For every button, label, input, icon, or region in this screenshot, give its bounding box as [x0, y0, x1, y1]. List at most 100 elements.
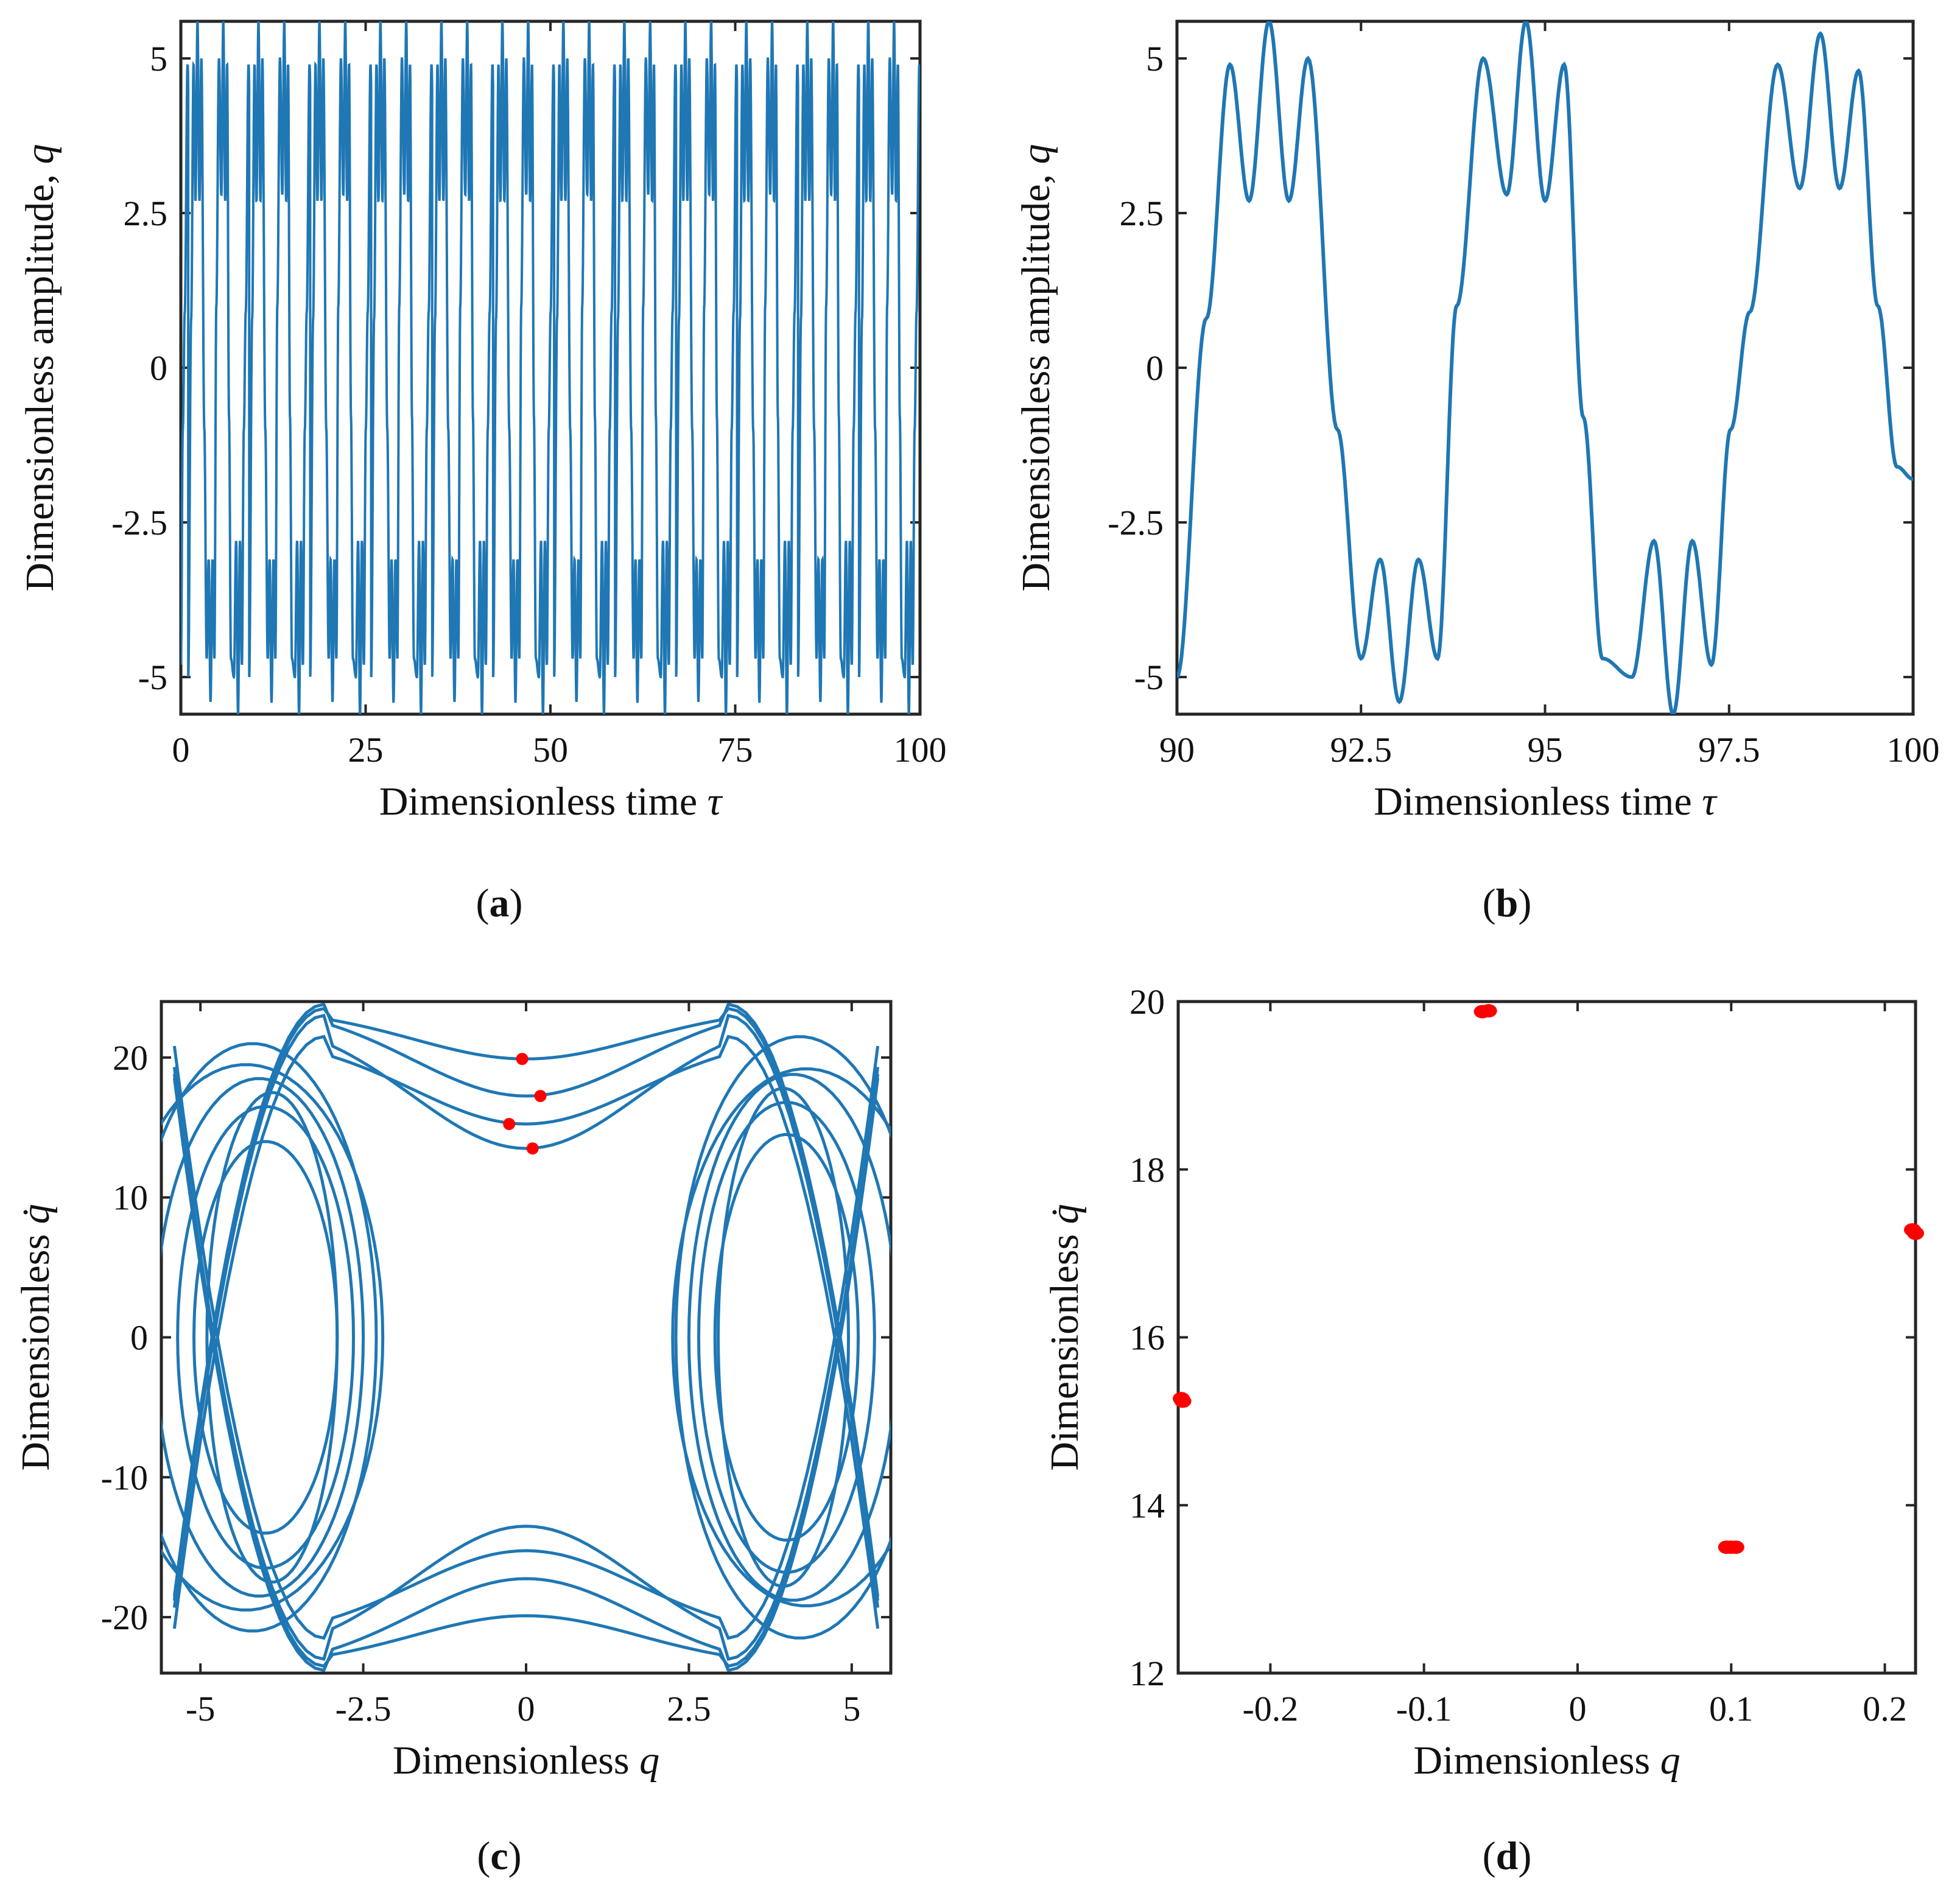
- y-tick-label: -5: [1134, 658, 1164, 697]
- x-tick-label: 100: [1887, 730, 1940, 770]
- y-axis-label-text: Dimensionless: [13, 1234, 58, 1471]
- y-axis-label-text: Dimensionless: [1042, 1234, 1087, 1471]
- panel-a: 0 25 50 75 100 -5 -2.5 0 2.5 5 Dimensionless time …: [18, 19, 947, 925]
- y-tick-label: 14: [1129, 1486, 1165, 1525]
- trajectory-loop: [671, 1067, 891, 1607]
- x-axis-label: Dimensionless time τ: [1374, 779, 1718, 824]
- panel-letter: a: [490, 881, 510, 925]
- panel-d: -0.2 -0.1 0 0.1 0.2 12 14 16 18 20 Dimensionless q…: [1042, 982, 1924, 1878]
- trajectory-arc: [172, 1002, 880, 1597]
- y-tick-label: 0: [1146, 348, 1164, 388]
- x-tick-label: 5: [843, 1689, 860, 1729]
- series-line: [1177, 21, 1913, 714]
- x-tick-label: 90: [1159, 730, 1195, 770]
- y-axis-label-text: Dimensionless amplitude,: [1014, 174, 1058, 592]
- x-axis-label-text: Dimensionless: [393, 1738, 630, 1783]
- x-tick-label: -0.2: [1242, 1689, 1298, 1729]
- poincare-point: [1907, 1226, 1924, 1240]
- trajectory-arc: [172, 1073, 880, 1668]
- trajectory-arc: [172, 1045, 880, 1640]
- y-tick-label: 20: [113, 1038, 148, 1078]
- panel-label: (c): [477, 1834, 521, 1878]
- y-tick-label: 2.5: [1120, 194, 1164, 233]
- panel-letter: d: [1496, 1834, 1519, 1878]
- trajectory-arc: [172, 1078, 880, 1673]
- x-tick-label: -2.5: [335, 1689, 392, 1729]
- trajectory-loop: [697, 1101, 876, 1574]
- x-tick-label: 25: [348, 730, 384, 770]
- x-axis-label-symbol: τ: [1702, 779, 1718, 824]
- x-tick-label: 0: [518, 1689, 535, 1729]
- poincare-point: [534, 1090, 547, 1103]
- y-tick-label: -20: [101, 1598, 148, 1637]
- plot-frame: [1176, 1000, 1917, 1675]
- x-axis-label-text: Dimensionless: [1413, 1738, 1650, 1783]
- x-tick-label: 0.2: [1863, 1689, 1907, 1729]
- y-tick-label: 10: [113, 1178, 148, 1218]
- y-tick-label: 18: [1129, 1150, 1165, 1190]
- x-tick-label: 0.1: [1709, 1689, 1754, 1729]
- y-axis-label: Dimensionless q̇: [1042, 1204, 1087, 1470]
- x-axis-label-symbol: q: [639, 1738, 659, 1783]
- poincare-point: [1174, 1394, 1192, 1408]
- x-axis-label: Dimensionless q: [393, 1738, 659, 1783]
- x-tick-label: 0: [172, 730, 190, 770]
- panel-letter: c: [490, 1834, 508, 1878]
- y-axis-label: Dimensionless amplitude, q: [1014, 144, 1058, 591]
- y-axis-label-symbol: q̇: [1042, 1204, 1087, 1224]
- series-line: [181, 21, 920, 714]
- trajectory-loop: [674, 1035, 891, 1640]
- y-tick-label: 16: [1129, 1318, 1165, 1358]
- trajectory-loop: [205, 1091, 339, 1584]
- x-tick-label: -5: [186, 1689, 215, 1729]
- y-tick-label: 5: [1146, 39, 1164, 79]
- y-tick-label: 0: [130, 1318, 148, 1358]
- x-axis-label-symbol: q: [1660, 1738, 1681, 1783]
- trajectory-arc: [172, 1013, 880, 1608]
- y-axis-label: Dimensionless q̇: [13, 1204, 58, 1470]
- y-tick-label: 20: [1129, 982, 1165, 1022]
- trajectory-loop: [192, 1140, 339, 1535]
- x-axis-label-symbol: τ: [708, 779, 723, 824]
- y-axis-label-symbol: q̇: [13, 1204, 58, 1224]
- poincare-point: [516, 1053, 529, 1065]
- y-tick-label: 0: [150, 348, 167, 388]
- x-tick-label: 75: [718, 730, 753, 770]
- x-axis-label-text: Dimensionless time: [1374, 779, 1691, 824]
- x-tick-label: 0: [1568, 1689, 1586, 1729]
- y-tick-label: 2.5: [124, 194, 168, 233]
- y-tick-label: -2.5: [1108, 503, 1164, 542]
- trajectory-loop: [176, 1105, 356, 1570]
- x-tick-label: 2.5: [667, 1689, 711, 1729]
- x-axis-label: Dimensionless q: [1413, 1738, 1680, 1783]
- poincare-point: [526, 1142, 539, 1155]
- trajectory-loop: [161, 1042, 378, 1633]
- panel-label: (a): [476, 881, 523, 925]
- poincare-point: [503, 1118, 516, 1131]
- trajectory-loop: [713, 1133, 860, 1542]
- y-tick-label: 5: [150, 39, 167, 79]
- trajectory-loop: [687, 1073, 891, 1602]
- y-tick-label: -5: [138, 658, 167, 697]
- trajectory-arc: [172, 1034, 880, 1629]
- x-tick-label: 100: [894, 730, 947, 770]
- trajectory-loop: [161, 1077, 365, 1598]
- poincare-point: [1727, 1540, 1744, 1554]
- plot-frame: [1175, 19, 1915, 716]
- panel-b: 90 92.5 95 97.5 100 -5 -2.5 0 2.5 5 Dimensionless …: [1014, 19, 1940, 925]
- panel-label: (d): [1483, 1834, 1532, 1878]
- y-axis-label-text: Dimensionless amplitude,: [18, 174, 62, 592]
- panel-label: (b): [1483, 881, 1532, 925]
- x-tick-label: 97.5: [1698, 730, 1760, 770]
- x-tick-label: 92.5: [1330, 730, 1393, 770]
- trajectory-arc: [172, 1067, 880, 1662]
- x-tick-label: 95: [1528, 730, 1563, 770]
- trajectory-loop: [716, 1087, 851, 1588]
- y-axis-label-symbol: q: [1014, 144, 1058, 164]
- x-tick-label: 50: [533, 730, 568, 770]
- x-axis-label-text: Dimensionless time: [379, 779, 697, 824]
- trajectory-loop: [161, 1063, 385, 1612]
- y-axis-label: Dimensionless amplitude, q: [18, 144, 62, 591]
